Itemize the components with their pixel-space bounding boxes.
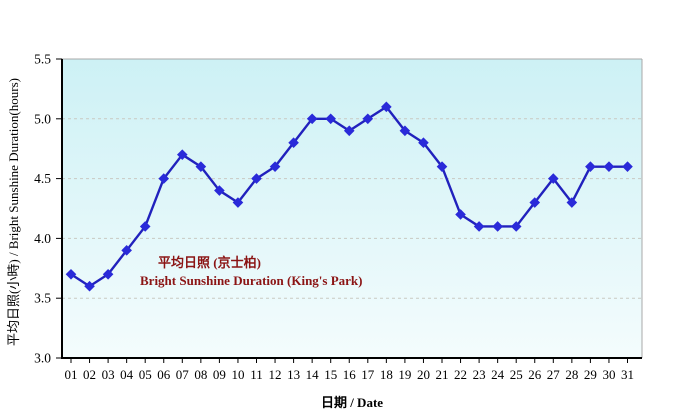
data-point: [510, 221, 522, 232]
x-tick-label: 30: [602, 367, 615, 382]
data-point: [325, 113, 337, 125]
data-point: [251, 173, 262, 184]
data-point: [622, 161, 633, 172]
x-tick-label: 01: [65, 367, 78, 382]
x-tick-label: 25: [510, 367, 523, 382]
data-point: [139, 221, 151, 232]
plot-background: [62, 59, 642, 358]
y-tick-label: 5.5: [34, 52, 51, 67]
x-tick-label: 02: [83, 367, 96, 382]
x-tick-label: 29: [584, 367, 597, 382]
data-point: [65, 268, 77, 280]
x-tick-label: 09: [213, 367, 226, 382]
y-tick-label: 3.0: [34, 351, 51, 366]
data-point: [195, 161, 207, 172]
x-tick-label: 06: [157, 367, 171, 382]
x-tick-label: 14: [306, 367, 320, 382]
data-point: [492, 221, 503, 232]
data-point: [269, 161, 281, 172]
data-point: [343, 125, 355, 137]
legend-line-english: Bright Sunshine Duration (King's Park): [140, 273, 363, 288]
y-axis-title: 平均日照(小時) / Bright Sunshine Duration(hour…: [6, 78, 21, 346]
x-tick-label: 03: [102, 367, 115, 382]
data-point: [585, 161, 596, 172]
x-tick-label: 16: [343, 367, 357, 382]
data-point: [566, 197, 578, 208]
x-tick-label: 31: [621, 367, 634, 382]
x-tick-label: 22: [454, 367, 467, 382]
data-point: [399, 125, 411, 137]
x-tick-label: 10: [231, 367, 244, 382]
x-tick-label: 13: [287, 367, 300, 382]
data-point: [603, 161, 615, 172]
data-point: [362, 113, 374, 125]
data-point: [529, 197, 541, 208]
legend: 平均日照 (京士柏) Bright Sunshine Duration (Kin…: [140, 254, 363, 290]
data-point: [455, 209, 466, 220]
x-tick-label: 12: [269, 367, 282, 382]
data-point: [473, 221, 485, 232]
x-tick-label: 24: [491, 367, 505, 382]
data-point: [418, 137, 429, 149]
x-tick-label: 07: [176, 367, 190, 382]
y-tick-label: 4.0: [34, 231, 51, 246]
data-point: [232, 197, 244, 208]
x-tick-label: 04: [120, 367, 134, 382]
x-tick-label: 20: [417, 367, 430, 382]
x-tick-label: 11: [250, 367, 263, 382]
x-axis-title: 日期 / Date: [320, 395, 384, 410]
data-point: [288, 137, 299, 149]
x-tick-label: 26: [528, 367, 542, 382]
y-tick-label: 4.5: [34, 171, 51, 186]
data-point: [214, 185, 225, 196]
data-point: [306, 113, 318, 125]
data-point: [102, 268, 114, 280]
x-tick-label: 08: [194, 367, 207, 382]
data-point: [158, 173, 170, 184]
data-point: [121, 245, 132, 256]
data-point: [381, 101, 392, 113]
data-point: [176, 149, 188, 160]
data-point: [436, 161, 448, 172]
x-tick-label: 19: [398, 367, 411, 382]
x-tick-label: 15: [324, 367, 337, 382]
x-tick-label: 17: [361, 367, 375, 382]
legend-line-chinese: 平均日照 (京士柏): [158, 255, 261, 270]
x-tick-label: 18: [380, 367, 393, 382]
x-tick-label: 23: [473, 367, 486, 382]
x-tick-label: 05: [139, 367, 152, 382]
y-tick-label: 3.5: [34, 291, 51, 306]
y-tick-label: 5.0: [34, 111, 51, 126]
x-tick-label: 21: [436, 367, 449, 382]
x-tick-label: 27: [547, 367, 561, 382]
data-point: [547, 173, 559, 184]
data-point: [84, 280, 95, 292]
x-tick-label: 28: [565, 367, 578, 382]
